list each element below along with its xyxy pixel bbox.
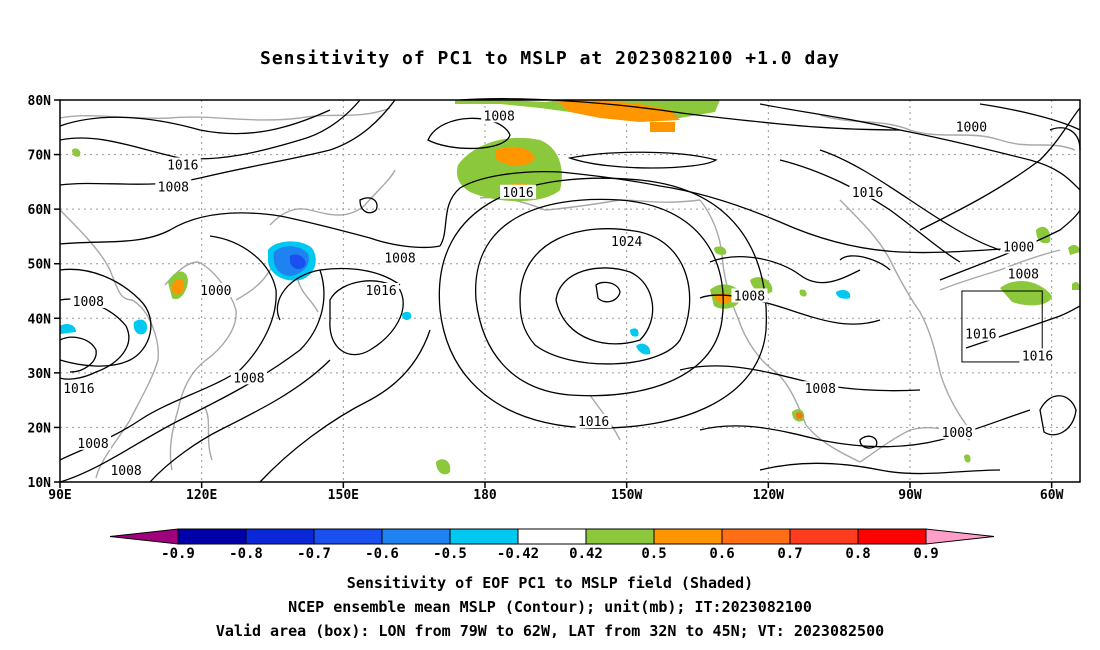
lat-tick-label: 70N <box>28 149 52 164</box>
lon-tick-label: 180 <box>473 488 497 503</box>
contour-label: 1016 <box>852 186 883 201</box>
colorbar-label: -0.8 <box>229 546 263 562</box>
contour-label-bg <box>363 283 400 297</box>
colorbar-label: -0.42 <box>497 546 539 562</box>
colorbar-label: -0.7 <box>297 546 331 562</box>
lon-tick-label: 120W <box>753 488 784 503</box>
contour-label: 1000 <box>956 120 987 135</box>
contour-label: 1008 <box>484 109 515 124</box>
lon-tick-label: 60W <box>1040 488 1064 503</box>
colorbar-swatch <box>517 528 587 545</box>
contour-label: 1008 <box>942 426 973 441</box>
contour-label: 1008 <box>1008 268 1039 283</box>
colorbar-min-triangle <box>109 528 179 545</box>
contour-label-bg <box>608 233 645 248</box>
contour-label-bg <box>70 293 107 308</box>
contour-label-bg <box>230 370 267 385</box>
colorbar-label: -0.6 <box>365 546 399 562</box>
lat-lon-grid <box>60 100 1080 482</box>
contour-label: 1016 <box>965 328 996 343</box>
sensitivity-map: 1008 1000 1016 1008 1016 1016 1024 1008 1000 1008… <box>28 94 1081 562</box>
colorbar-label: 0.42 <box>569 546 603 562</box>
colorbar-label: 0.5 <box>641 546 666 562</box>
caption-shaded: Sensitivity of EOF PC1 to MSLP field (Sh… <box>346 574 754 592</box>
contour-label: 1008 <box>734 289 765 304</box>
colorbar-swatch <box>857 528 927 545</box>
colorbar-swatch <box>449 528 519 545</box>
contour-label-bg <box>60 381 97 396</box>
colorbar-swatch <box>585 528 655 545</box>
lat-tick-label: 20N <box>28 421 52 436</box>
map-title: Sensitivity of PC1 to MSLP at 2023082100… <box>259 48 840 69</box>
colorbar-max-triangle <box>925 528 995 545</box>
lon-tick-label: 90W <box>898 488 922 503</box>
contour-label: 1016 <box>365 284 396 299</box>
contour-label: 1008 <box>73 295 104 310</box>
contour-label-bg <box>939 424 976 439</box>
contour-label: 1016 <box>578 415 609 430</box>
contour-label: 1008 <box>158 180 189 195</box>
lon-tick-label: 120E <box>186 488 217 503</box>
contour-label: 1016 <box>63 382 94 397</box>
lat-tick-label: 60N <box>28 203 52 218</box>
contour-label-bg <box>1005 266 1042 281</box>
colorbar-swatch <box>177 528 247 545</box>
colorbar-label: -0.9 <box>161 546 195 562</box>
contour-label-bg <box>164 157 201 172</box>
contour-label-bg <box>75 435 112 450</box>
colorbar-swatch <box>381 528 451 545</box>
contour-label-bg <box>500 184 537 199</box>
contour-label-bg <box>155 179 192 194</box>
contour-label: 1024 <box>611 235 642 250</box>
lat-tick-label: 50N <box>28 258 52 273</box>
contour-label: 1016 <box>167 158 198 173</box>
contour-label: 1008 <box>77 437 108 452</box>
colorbar-label: 0.9 <box>913 546 938 562</box>
contour-label-bg <box>962 326 999 341</box>
colorbar-label: 0.8 <box>845 546 870 562</box>
colorbar-swatch <box>653 528 723 545</box>
colorbar-swatch <box>789 528 859 545</box>
contour-label: 1000 <box>200 284 231 299</box>
lat-tick-label: 80N <box>28 94 52 109</box>
colorbar-swatch <box>313 528 383 545</box>
lon-tick-label: 150W <box>611 488 642 503</box>
lon-tick-label: 90E <box>48 488 71 503</box>
colorbar-swatch <box>245 528 315 545</box>
contour-label-bg <box>197 283 234 297</box>
caption-contour: NCEP ensemble mean MSLP (Contour); unit(… <box>288 598 812 616</box>
contour-label-bg <box>1000 239 1037 254</box>
contour-label: 1008 <box>384 251 415 266</box>
map-frame <box>59 99 1081 483</box>
lat-tick-label: 40N <box>28 312 52 327</box>
contour-label: 1016 <box>502 186 533 201</box>
contour-label: 1000 <box>1003 240 1034 255</box>
contour-label-bg <box>481 108 518 123</box>
contour-label: 1008 <box>233 371 264 386</box>
contour-label: 1016 <box>1022 349 1053 364</box>
colorbar-swatch <box>721 528 791 545</box>
contour-label-bg <box>108 463 145 478</box>
contour-label: 1008 <box>110 464 141 479</box>
contour-labels: 1008 1000 1016 1008 1016 1016 1024 1008 1000 1008… <box>60 108 1056 479</box>
contour-label-bg <box>802 381 839 396</box>
contour-label-bg <box>731 288 768 303</box>
lat-tick-label: 10N <box>28 476 52 491</box>
contour-label-bg <box>382 250 418 265</box>
caption-valid-area: Valid area (box): LON from 79W to 62W, L… <box>215 622 885 640</box>
colorbar-label: -0.5 <box>433 546 467 562</box>
contour-label-bg <box>1019 348 1056 363</box>
valid-area-box <box>961 290 1043 363</box>
contour-label-bg <box>575 413 612 428</box>
contour-label: 1008 <box>805 382 836 397</box>
colorbar: -0.9 -0.8 -0.7 -0.6 -0.5 -0.42 0.42 0.5 0.6 0.7 0.… <box>109 528 995 562</box>
contour-label-bg <box>849 184 886 199</box>
sensitivity-shading <box>60 100 1080 475</box>
lat-tick-label: 30N <box>28 367 52 382</box>
colorbar-label: 0.6 <box>709 546 734 562</box>
lon-tick-label: 150E <box>328 488 359 503</box>
contour-label-bg <box>953 119 990 134</box>
colorbar-label: 0.7 <box>777 546 802 562</box>
